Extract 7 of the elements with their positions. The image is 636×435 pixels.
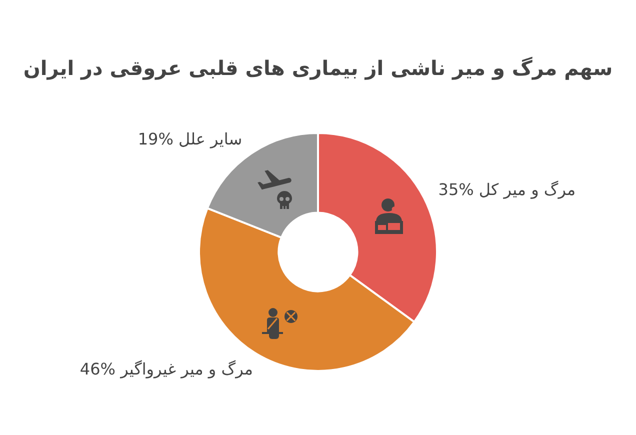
data-label: 19% [138, 130, 174, 148]
chart-title: سهم مرگ و میر ناشی از بیماری های قلبی عروقی در ایران [23, 56, 613, 80]
data-label: 46% [80, 359, 116, 378]
slice-label: سایر علل [178, 130, 242, 148]
slice-label: مرگ و میر کل [478, 180, 576, 199]
slice-label: مرگ و میر غیرواگیر [120, 359, 253, 378]
data-label: 35% [438, 180, 474, 199]
